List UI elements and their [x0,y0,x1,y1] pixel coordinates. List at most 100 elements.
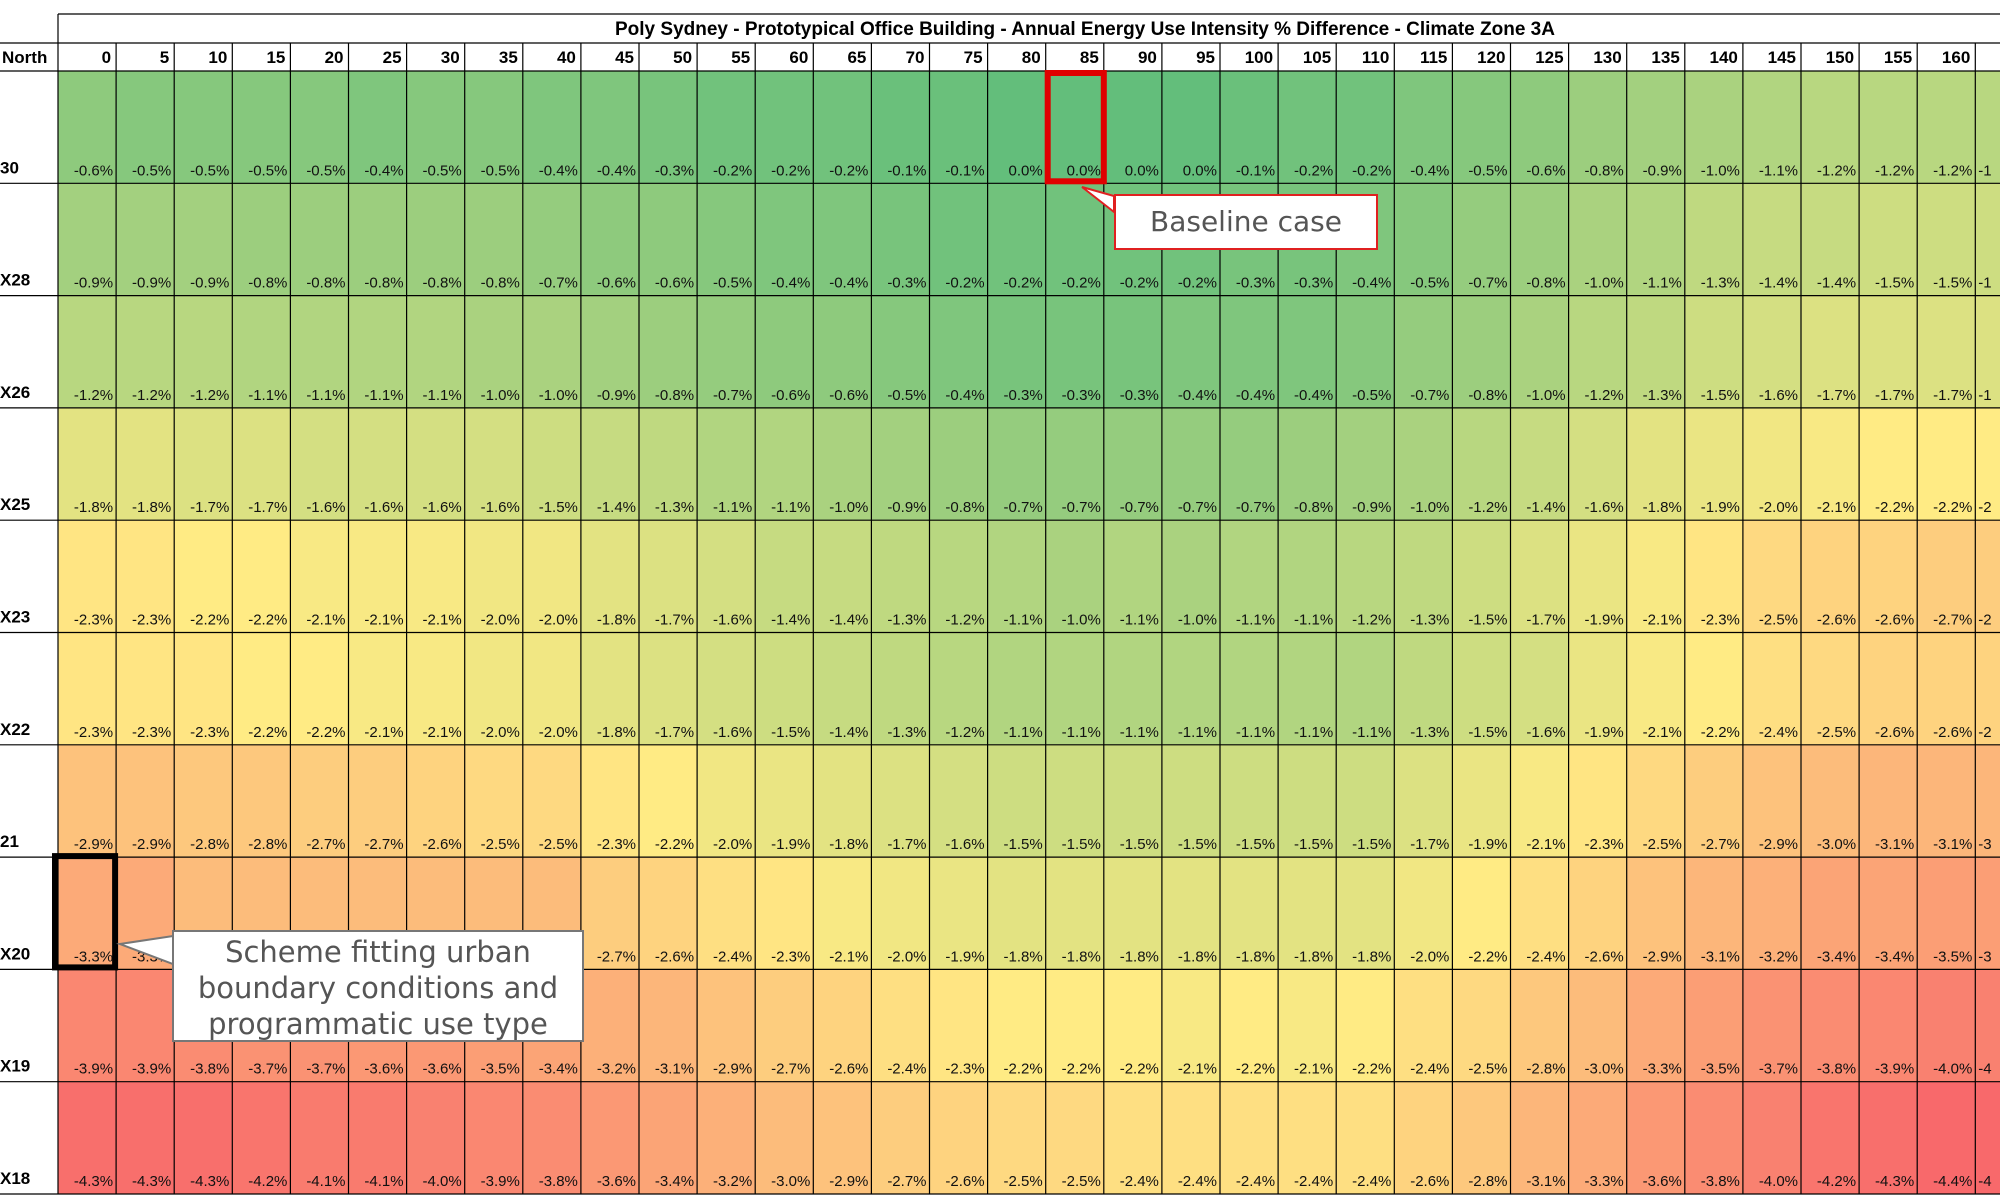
cell-value: -0.9% [190,275,229,292]
heatmap-cell [697,407,756,521]
cell-value: -1.5% [1236,836,1275,853]
cell-value: -0.8% [364,275,403,292]
cell-value: -0.5% [423,162,462,179]
heatmap-cell [1684,1081,1744,1195]
heatmap-cell [755,744,814,858]
cell-value: -2.3% [74,724,113,741]
cell-value: -0.2% [829,162,868,179]
heatmap-cell [1510,71,1570,184]
heatmap-cell [755,1081,814,1195]
cell-value: -2.0% [1759,499,1798,516]
heatmap-cell [1510,969,1570,1083]
heatmap-cell [1394,407,1453,521]
heatmap-cell [1801,969,1860,1083]
cell-value: -1.5% [539,499,578,516]
cell-value: -1.6% [1526,724,1565,741]
heatmap-cell [1859,407,1918,521]
heatmap-cell [290,744,349,858]
heatmap-cell [1452,71,1511,184]
cell-value: -2.1% [423,612,462,629]
heatmap-cell [1161,969,1221,1083]
heatmap-cell [1859,295,1918,409]
cell-value: -2.1% [1643,724,1682,741]
heatmap-cell [1452,857,1511,970]
cell-value: -1.1% [1120,612,1159,629]
heatmap-cell [929,1081,989,1195]
cell-value: -2.6% [1817,612,1856,629]
heatmap-cell [1917,295,1976,409]
cell-value: -0.8% [423,275,462,292]
heatmap-cell [1801,295,1860,409]
heatmap-cell [1975,71,2000,184]
heatmap-cell [813,295,872,409]
cell-value: -0.5% [713,275,752,292]
heatmap-cell [987,744,1047,858]
cell-value: -0.9% [887,499,926,516]
heatmap-cell [697,632,756,746]
cell-value-partial: -3 [1978,948,1991,965]
cell-value: -3.7% [248,1061,287,1078]
heatmap-cell [1278,520,1337,633]
column-header-140: 140 [1710,48,1738,67]
cell-value: -1.7% [887,836,926,853]
heatmap-cell [406,71,466,184]
heatmap-cell [639,744,698,858]
cell-value: -1.8% [1178,948,1217,965]
heatmap-cell [1452,969,1511,1083]
cell-value: -1.1% [1643,275,1682,292]
cell-value: -1.6% [364,499,403,516]
cell-value: -1.8% [132,499,171,516]
cell-value: 0.0% [1125,162,1159,179]
heatmap-cell [871,632,930,746]
column-header-100: 100 [1245,48,1273,67]
cell-value: -0.6% [829,387,868,404]
cell-value: -2.2% [1468,948,1507,965]
cell-value: -4.4% [1933,1173,1972,1190]
cell-value: -2.7% [771,1061,810,1078]
cell-value: -2.1% [829,948,868,965]
cell-value: -0.1% [1236,162,1275,179]
heatmap-cell [697,1081,756,1195]
cell-value: -0.8% [945,499,984,516]
heatmap-cell [1568,71,1628,184]
cell-value: -0.2% [771,162,810,179]
heatmap-cell [522,407,582,521]
cell-value: -1.1% [1294,612,1333,629]
heatmap-cell [580,632,640,746]
heatmap-cell [1278,1081,1337,1195]
cell-value: -1.8% [597,724,636,741]
heatmap-cell [1975,295,2000,409]
cell-value: -1.9% [771,836,810,853]
heatmap-cell [232,183,291,297]
heatmap-cell [1742,857,1802,970]
heatmap-cell [813,857,872,970]
cell-value: -0.9% [1352,499,1391,516]
cell-value: -1.5% [1120,836,1159,853]
cell-value: -2.3% [74,612,113,629]
cell-value: -4.1% [364,1173,403,1190]
heatmap-cell [697,520,756,633]
cell-value: -2.2% [1120,1061,1159,1078]
cell-value: -0.8% [248,275,287,292]
heatmap-cell [1801,632,1860,746]
cell-value: -1.6% [306,499,345,516]
cell-value: -3.9% [74,1061,113,1078]
cell-value: -0.6% [597,275,636,292]
heatmap-cell [1626,1081,1686,1195]
heatmap-cell [1045,857,1105,970]
heatmap-cell [1917,632,1976,746]
heatmap-cell [1161,744,1221,858]
heatmap-cell [871,183,930,297]
heatmap-cell [174,632,233,746]
heatmap-cell [1801,520,1860,633]
heatmap-cell [1452,520,1511,633]
row-label: 30 [0,158,19,177]
heatmap-cell [987,969,1047,1083]
cell-value: -1.8% [597,612,636,629]
cell-value: -2.9% [132,836,171,853]
heatmap-cell [232,407,291,521]
cell-value: -1.7% [655,724,694,741]
cell-value: -0.4% [945,387,984,404]
cell-value: -0.6% [771,387,810,404]
heatmap-cell [290,183,349,297]
